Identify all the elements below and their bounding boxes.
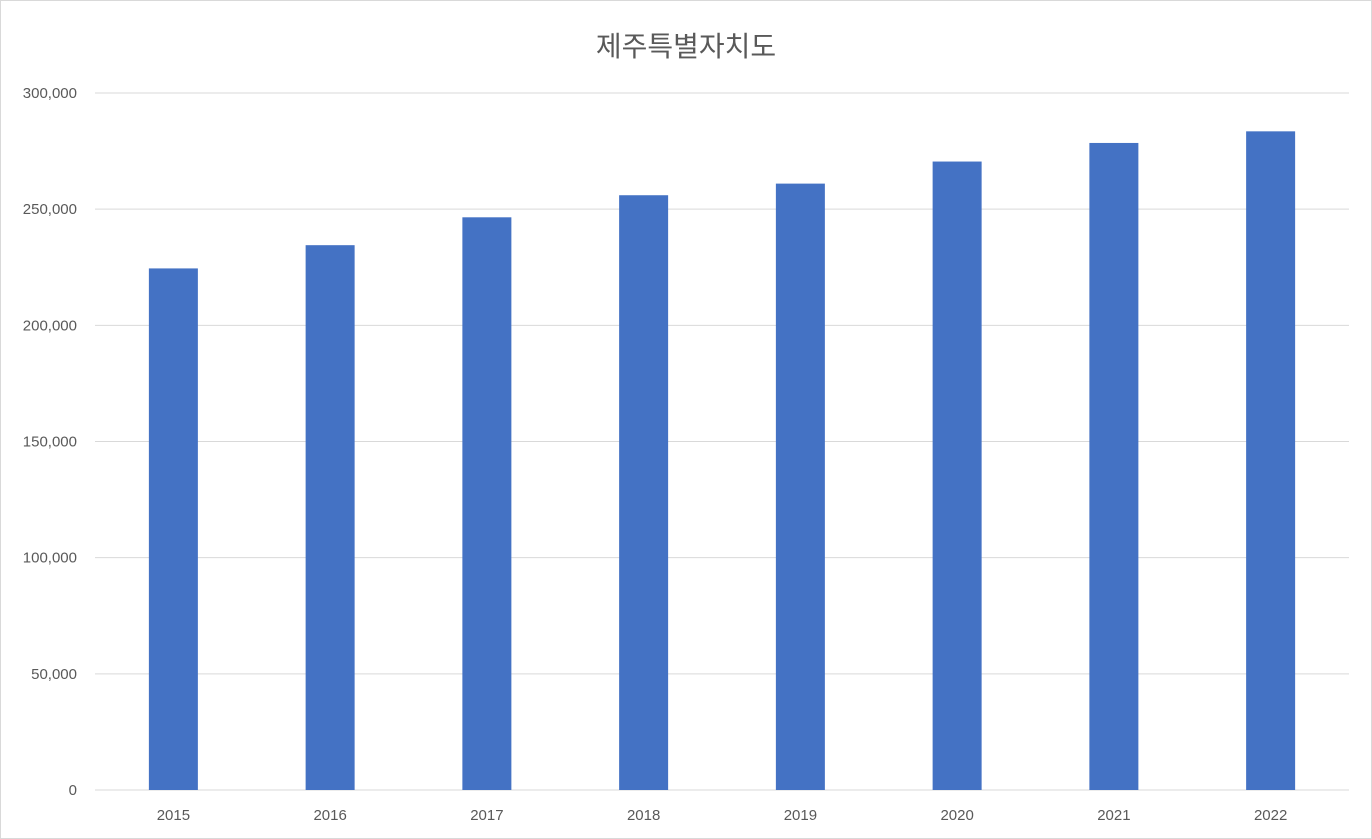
x-tick-label: 2021: [1097, 807, 1130, 824]
bar-2021: [1089, 142, 1139, 790]
y-axis-ticks: 0 50,000 100,000 150,000 200,000 250,000 300,0…: [23, 85, 77, 799]
x-tick-label: 2020: [940, 807, 973, 824]
y-tick-label: 50,000: [31, 666, 77, 683]
x-tick-label: 2019: [784, 807, 817, 824]
bar-2022: [1246, 131, 1296, 790]
x-tick-label: 2022: [1254, 807, 1287, 824]
bar-2018: [619, 195, 669, 790]
y-tick-label: 300,000: [23, 85, 77, 102]
bar-2020: [932, 161, 982, 790]
bar-2017: [462, 217, 512, 790]
bars: [148, 131, 1296, 791]
y-tick-label: 200,000: [23, 317, 77, 334]
x-axis-ticks: 2015 2016 2017 2018 2019 2020 2021 2022: [157, 807, 1288, 824]
y-tick-label: 250,000: [23, 201, 77, 218]
x-tick-label: 2016: [313, 807, 346, 824]
bar-2016: [305, 245, 355, 790]
bar-2019: [775, 183, 825, 791]
x-tick-label: 2018: [627, 807, 660, 824]
y-tick-label: 0: [69, 782, 77, 799]
gridlines: [95, 92, 1349, 791]
x-tick-label: 2015: [157, 807, 190, 824]
chart-title: 제주특별자치도: [595, 30, 777, 63]
x-tick-label: 2017: [470, 807, 503, 824]
bar-2015: [148, 268, 198, 791]
y-tick-label: 150,000: [23, 434, 77, 451]
y-tick-label: 100,000: [23, 550, 77, 567]
